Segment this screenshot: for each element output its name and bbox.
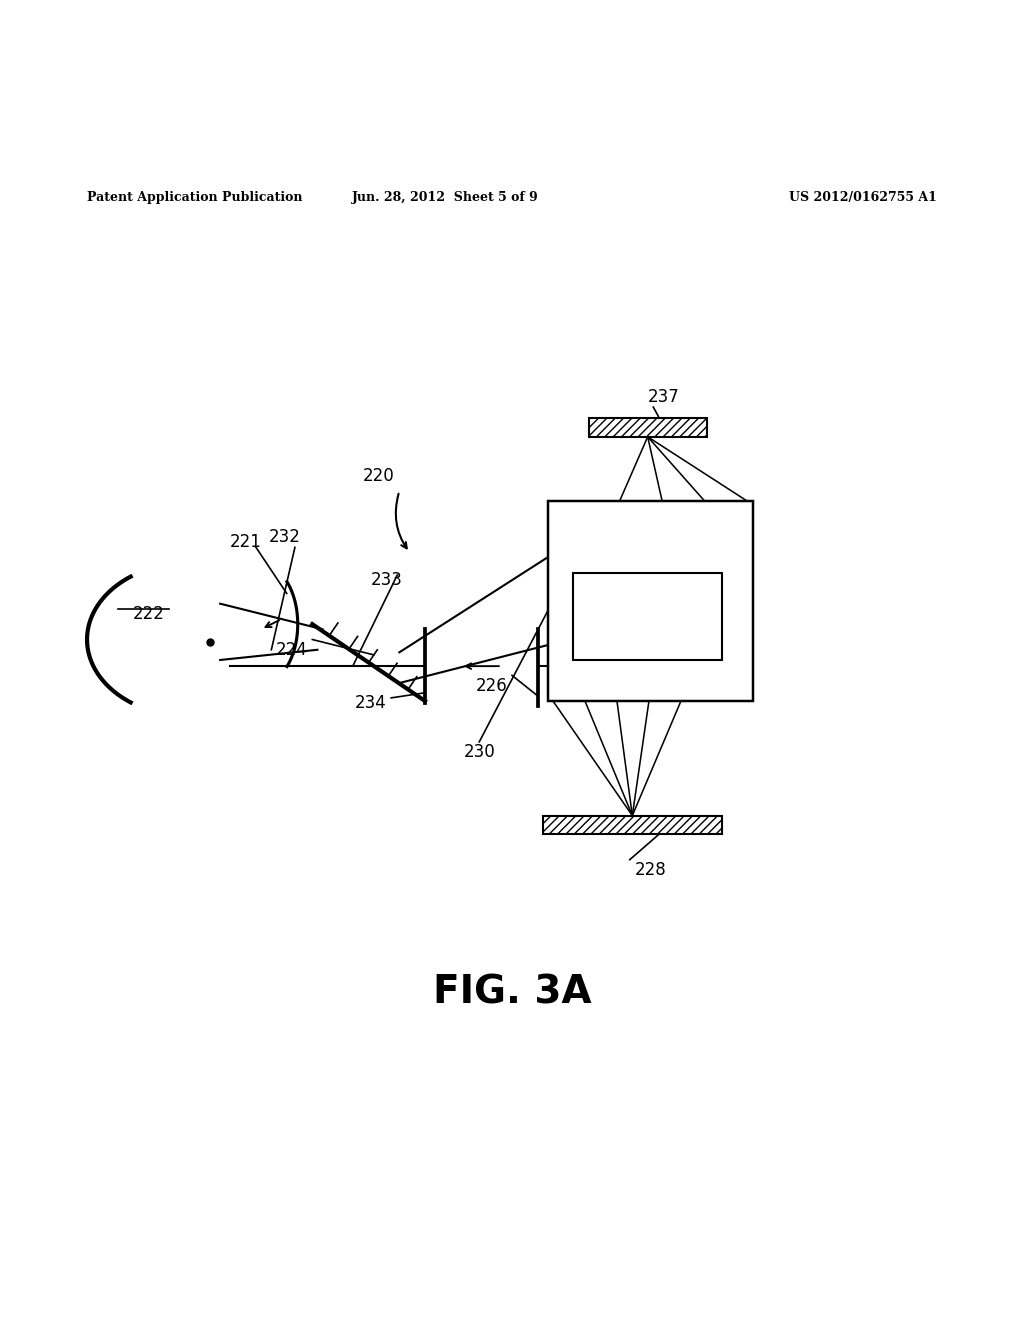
Text: 222: 222 [132, 605, 165, 623]
Text: Patent Application Publication: Patent Application Publication [87, 190, 302, 203]
Bar [589, 418, 707, 437]
Bar [548, 502, 753, 701]
Text: 237: 237 [647, 388, 680, 405]
Text: 228: 228 [634, 861, 667, 879]
Text: US 2012/0162755 A1: US 2012/0162755 A1 [790, 190, 937, 203]
Text: 221: 221 [229, 533, 262, 552]
Text: 226: 226 [475, 677, 508, 694]
Text: 224: 224 [275, 640, 308, 659]
Text: Jun. 28, 2012  Sheet 5 of 9: Jun. 28, 2012 Sheet 5 of 9 [352, 190, 539, 203]
Text: 232: 232 [268, 528, 301, 546]
Text: 233: 233 [371, 572, 403, 589]
Text: 220: 220 [362, 467, 395, 484]
Text: FIG. 3A: FIG. 3A [433, 974, 591, 1012]
Bar [543, 816, 722, 834]
Text: 230: 230 [463, 743, 496, 762]
Text: 234: 234 [354, 694, 387, 711]
Bar [573, 573, 722, 660]
